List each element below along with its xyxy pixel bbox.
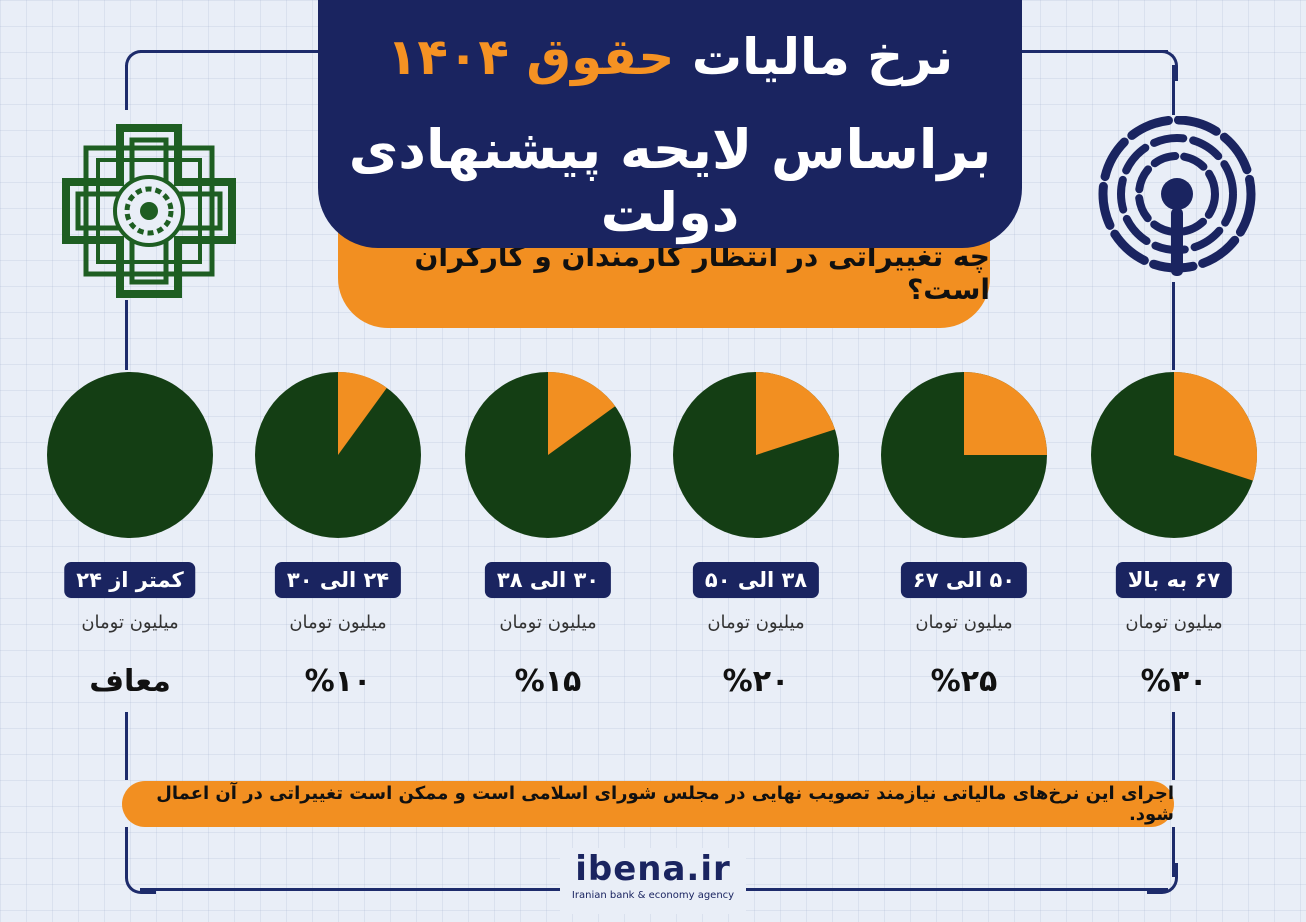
frame-line-bottom-left — [140, 888, 560, 891]
title-line-2: براساس لایحه پیشنهادی دولت — [348, 118, 992, 244]
pie-2 — [881, 372, 1047, 538]
pie-4 — [465, 372, 631, 538]
bracket-range-1: ۶۷ به بالا — [1115, 562, 1233, 598]
bracket-range-6: کمتر از ۲۴ — [64, 562, 196, 598]
bracket-unit-2: میلیون تومان — [915, 612, 1013, 633]
title-line-1: نرخ مالیات حقوق ۱۴۰۴ — [318, 28, 1022, 86]
frame-line-left-upper — [125, 65, 128, 110]
frame-corner-bl — [125, 863, 156, 894]
brand-block: ibena.ir Iranian bank & economy agency — [560, 848, 746, 914]
bracket-unit-3: میلیون تومان — [707, 612, 805, 633]
frame-line-top-right — [1020, 50, 1168, 53]
tax-organization-emblem-icon — [62, 124, 236, 298]
bracket-range-2: ۵۰ الی ۶۷ — [900, 562, 1028, 598]
frame-line-left-bottom — [125, 827, 128, 877]
brand-tagline: Iranian bank & economy agency — [571, 890, 735, 901]
bracket-unit-6: میلیون تومان — [81, 612, 179, 633]
pie-5-remainder-slice — [255, 372, 421, 538]
title-part-1: نرخ مالیات — [674, 28, 954, 86]
pie-5 — [255, 371, 421, 538]
pie-4-tax-slice — [548, 372, 616, 455]
frame-line-top-left — [140, 50, 320, 53]
bracket-rate-6: معاف — [89, 664, 171, 699]
footer-note: اجرای این نرخ‌های مالیاتی نیازمند تصویب … — [156, 783, 1174, 825]
frame-line-right-bottom — [1172, 827, 1175, 877]
pie-3 — [673, 372, 839, 538]
bracket-unit-1: میلیون تومان — [1125, 612, 1223, 633]
bracket-rate-3: %۲۰ — [722, 664, 790, 699]
pie-6-remainder-slice — [47, 372, 213, 538]
signal-antenna-icon — [1098, 116, 1256, 276]
bracket-range-5: ۲۴ الی ۳۰ — [274, 562, 402, 598]
bracket-unit-4: میلیون تومان — [499, 612, 597, 633]
frame-corner-br — [1147, 863, 1178, 894]
pie-5-tax-slice — [338, 371, 387, 455]
pie-6 — [47, 372, 213, 538]
footer-note-banner: اجرای این نرخ‌های مالیاتی نیازمند تصویب … — [122, 781, 1174, 827]
frame-line-right-lower — [1172, 712, 1175, 780]
pie-1 — [1091, 372, 1258, 538]
pie-1-remainder-slice — [1091, 372, 1257, 538]
frame-line-left-lower — [125, 712, 128, 780]
pie-3-remainder-slice — [673, 372, 839, 538]
pie-1-tax-slice — [1174, 372, 1258, 481]
pie-2-tax-slice — [964, 372, 1047, 455]
bracket-rate-4: %۱۵ — [514, 664, 582, 699]
pie-4-remainder-slice — [465, 372, 631, 538]
pie-2-remainder-slice — [881, 372, 1047, 538]
title-highlight: حقوق ۱۴۰۴ — [386, 28, 675, 86]
frame-line-right-upper — [1172, 65, 1175, 115]
subtitle: چه تغییراتی در انتظار کارمندان و کارگران… — [414, 240, 991, 306]
bracket-rate-2: %۲۵ — [930, 664, 998, 699]
bracket-range-4: ۳۰ الی ۳۸ — [484, 562, 612, 598]
frame-line-left-mid — [125, 300, 128, 370]
frame-line-bottom-right — [746, 888, 1168, 891]
bracket-unit-5: میلیون تومان — [289, 612, 387, 633]
frame-line-right-mid — [1172, 282, 1175, 370]
frame-corner-tr — [1147, 50, 1178, 81]
title-banner: نرخ مالیات حقوق ۱۴۰۴ براساس لایحه پیشنها… — [318, 0, 1022, 248]
bracket-range-3: ۳۸ الی ۵۰ — [692, 562, 820, 598]
pie-3-tax-slice — [756, 372, 835, 455]
brand-name[interactable]: ibena.ir — [575, 849, 731, 889]
frame-corner-tl — [125, 50, 156, 81]
bracket-rate-5: %۱۰ — [304, 664, 372, 699]
bracket-rate-1: %۳۰ — [1140, 664, 1208, 699]
